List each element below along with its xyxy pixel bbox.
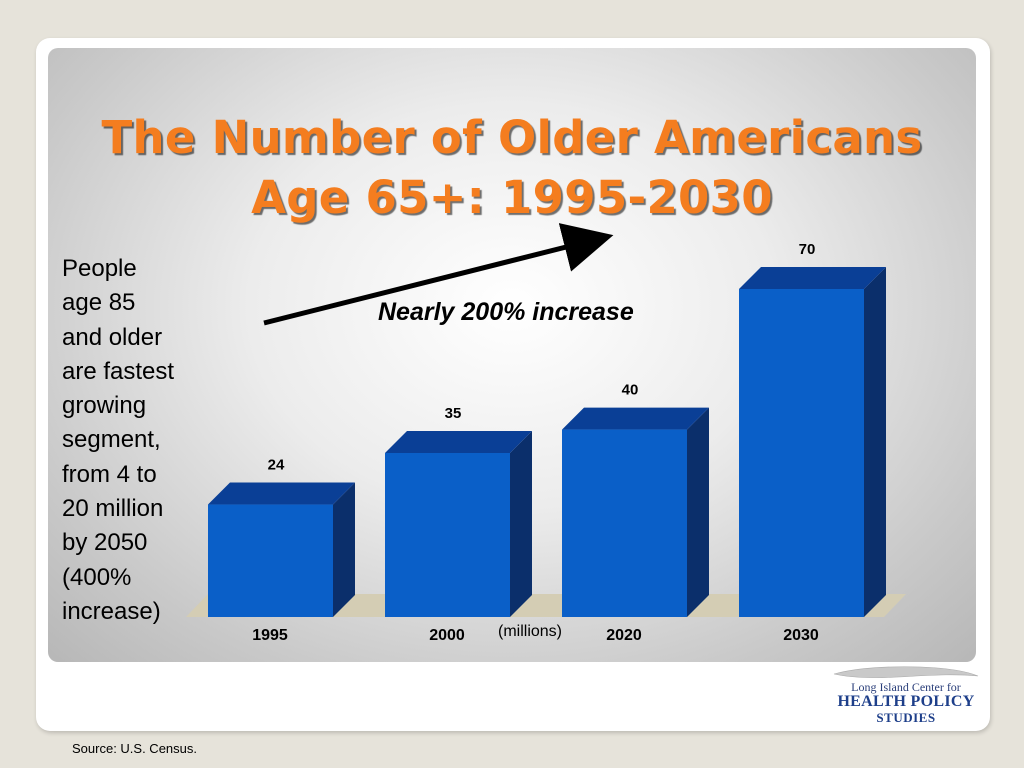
bar (562, 407, 709, 617)
bar-side (864, 267, 886, 617)
bar-front (739, 289, 864, 617)
side-note-line: (400% (62, 563, 132, 591)
bar-front (208, 504, 333, 617)
island-map-icon (833, 666, 979, 678)
x-tick-label: 2000 (429, 627, 465, 644)
bar-front (385, 453, 510, 617)
bar (208, 482, 355, 617)
bar-front (562, 429, 687, 617)
x-tick-label: 1995 (252, 627, 288, 644)
side-note-line: growing (62, 392, 147, 420)
side-note-line: People (62, 255, 137, 282)
title-line-1: The Number of Older Americans (101, 111, 923, 164)
logo-line-1: Long Island Center for (851, 680, 961, 694)
logo-line-3: STUDIES (876, 710, 936, 725)
bar-side (333, 482, 355, 617)
side-note-line: and older (62, 323, 163, 351)
units-label: (millions) (498, 623, 562, 640)
page-title: The Number of Older Americans Age 65+: 1… (48, 108, 976, 228)
bar-side (687, 407, 709, 617)
bar (739, 267, 886, 617)
source-note: Source: U.S. Census. (72, 741, 197, 756)
bar-value-label: 40 (622, 382, 639, 399)
increase-annotation: Nearly 200% increase (378, 298, 634, 326)
bar-top (385, 431, 532, 453)
bar-value-label: 35 (445, 405, 462, 422)
bar-top (562, 407, 709, 430)
side-note-line: by 2050 (62, 529, 148, 557)
bar-value-label: 70 (799, 241, 816, 258)
side-note-line: are fastest (62, 357, 175, 385)
bar-top (739, 267, 886, 289)
side-note-line: increase) (62, 597, 161, 625)
side-note-line: 20 million (62, 495, 164, 523)
bar-top (208, 482, 355, 505)
chart-floor (186, 594, 906, 617)
side-note-line: segment, (62, 426, 161, 454)
x-tick-label: 2030 (783, 627, 819, 644)
side-note-line: from 4 to (62, 460, 157, 488)
increase-arrow (263, 223, 614, 326)
side-note-line: age 85 (62, 289, 136, 317)
title-line-2: Age 65+: 1995-2030 (251, 171, 773, 224)
x-tick-label: 2020 (606, 627, 642, 644)
logo-line-2: HEALTH POLICY (837, 693, 975, 710)
bar-value-label: 24 (268, 457, 285, 474)
organization-logo: Long Island Center for HEALTH POLICY STU… (826, 662, 986, 728)
side-note: People age 85 and older are fastest grow… (62, 252, 202, 629)
bar (385, 431, 532, 617)
bar-side (510, 431, 532, 617)
